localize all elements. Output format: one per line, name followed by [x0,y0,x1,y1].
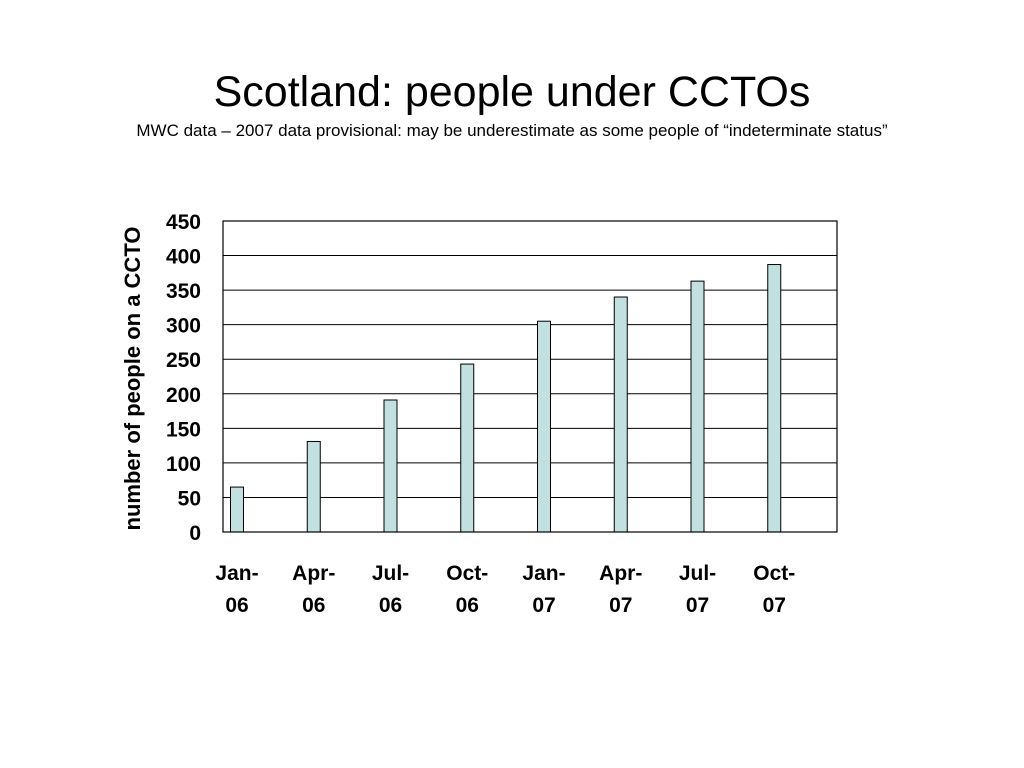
bar [230,486,244,533]
y-axis-tick-labels: 0 50 100 150 200 250 300 350 400 450 [166,211,201,545]
bar [460,363,475,533]
bar [537,320,551,533]
x-tick-label: Oct-06 [446,562,488,617]
y-tick-label: 400 [166,246,201,269]
x-tick-label: Jul-07 [679,562,716,617]
x-tick-label: Apr-06 [292,562,335,617]
bar [383,399,398,533]
gridlines [223,255,837,498]
bar [767,264,782,533]
bar [690,280,705,533]
plot-area-frame [222,220,838,533]
x-tick-label: Jan-06 [215,562,258,617]
slide-subtitle: MWC data – 2007 data provisional: may be… [136,121,888,140]
y-tick-label: 250 [166,349,201,372]
y-tick-label: 200 [166,384,201,407]
x-tick-label: Jul-06 [372,562,409,617]
bar [306,440,321,533]
x-tick-label: Apr-07 [599,562,642,617]
bar [613,296,628,533]
y-tick-label: 100 [166,453,201,476]
x-axis-tick-labels: Jan-06 Apr-06 Jul-06 Oct-06 Jan-07 Apr-07 Jul-… [215,562,795,617]
slide-title: Scotland: people under CCTOs [213,68,811,116]
bars [230,264,782,533]
y-tick-label: 150 [166,418,201,441]
x-tick-label: Oct-07 [753,562,795,617]
y-tick-label: 450 [166,211,201,234]
y-axis-label: number of people on a CCTO [120,227,145,531]
y-tick-label: 50 [178,487,201,510]
y-tick-label: 0 [189,522,201,545]
y-tick-label: 350 [166,280,201,303]
y-tick-label: 300 [166,315,201,338]
x-tick-label: Jan-07 [522,562,565,617]
